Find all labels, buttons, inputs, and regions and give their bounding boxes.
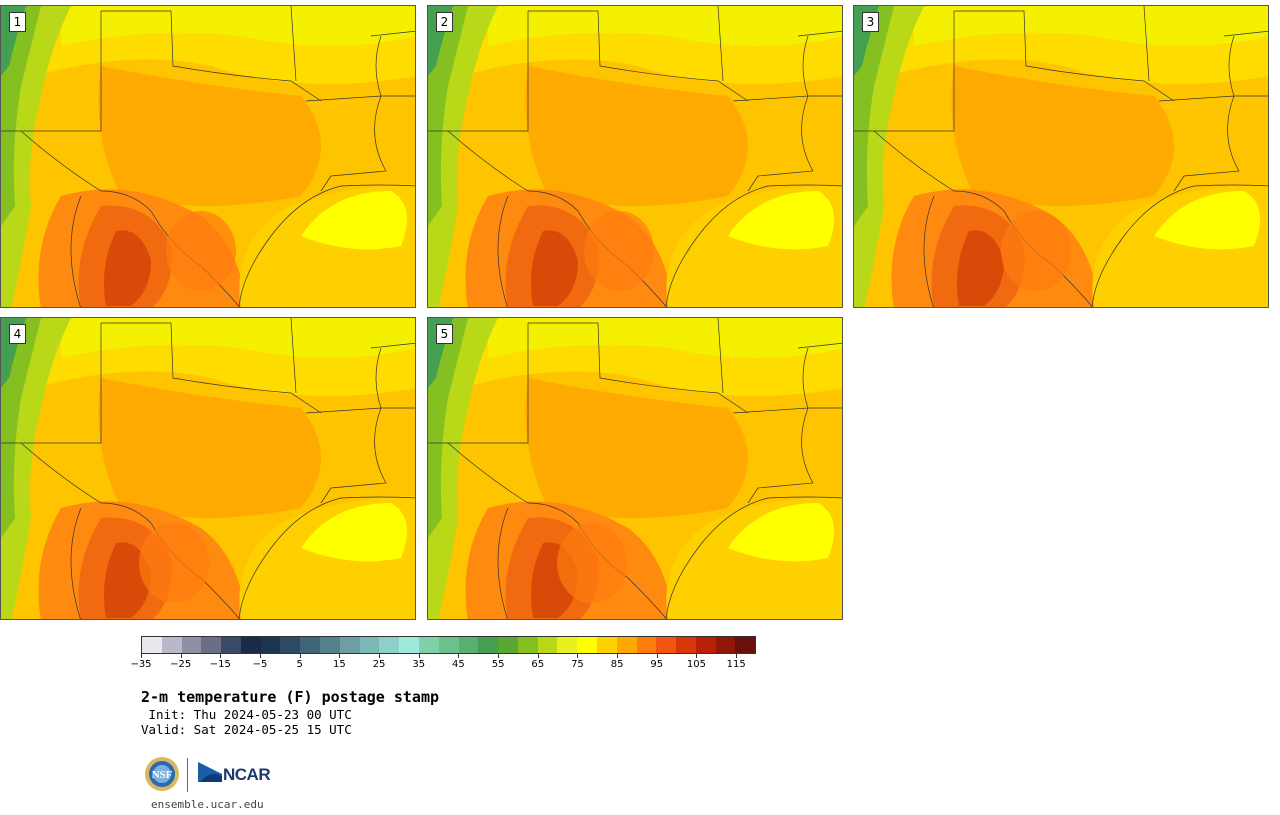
colorbar-tick-label: 85 xyxy=(610,659,624,670)
colorbar-tick-label: 35 xyxy=(412,659,426,670)
colorbar-tick xyxy=(220,654,222,658)
temperature-colorbar xyxy=(141,636,756,654)
colorbar-swatch xyxy=(240,637,261,653)
colorbar-tick xyxy=(736,654,738,658)
colorbar-swatch xyxy=(656,637,677,653)
colorbar-tick xyxy=(141,654,142,658)
chart-title: 2-m temperature (F) postage stamp xyxy=(141,688,440,706)
colorbar-swatch xyxy=(399,637,419,653)
colorbar-swatch xyxy=(161,637,182,653)
colorbar-swatch xyxy=(221,637,241,653)
logo-separator xyxy=(187,758,188,792)
colorbar-tick xyxy=(418,654,420,658)
colorbar-swatch xyxy=(320,637,340,653)
colorbar-swatch xyxy=(339,637,360,653)
colorbar-swatch xyxy=(537,637,558,653)
colorbar-tick-label: −5 xyxy=(252,659,268,670)
colorbar-swatch xyxy=(280,637,301,653)
member-number-label: 5 xyxy=(436,324,453,344)
colorbar-ticks: −35 −25 −15 −5 5 15 25 35 45 55 65 75 85 95 105 115 xyxy=(130,654,756,674)
colorbar-swatch xyxy=(379,637,400,653)
colorbar-swatch xyxy=(498,637,518,653)
colorbar-tick xyxy=(299,654,301,658)
colorbar-tick xyxy=(537,654,539,658)
colorbar-swatch xyxy=(735,637,756,653)
colorbar-tick-label: −15 xyxy=(209,659,231,670)
colorbar-tick xyxy=(260,654,262,658)
colorbar-swatch xyxy=(596,637,617,653)
colorbar-tick-label: 75 xyxy=(571,659,584,670)
ensemble-member-map-3: 3 xyxy=(853,5,1269,308)
ncar-logo-icon xyxy=(198,762,222,782)
ensemble-member-map-2: 2 xyxy=(427,5,843,308)
colorbar-swatch xyxy=(418,637,439,653)
member-number-label: 4 xyxy=(9,324,26,344)
colorbar-tick-label: −25 xyxy=(170,659,192,670)
colorbar-tick-label: 45 xyxy=(452,659,465,670)
colorbar-tick xyxy=(656,654,658,658)
ensemble-member-map-5: 5 xyxy=(427,317,843,620)
colorbar-swatch xyxy=(517,637,538,653)
svg-text:NSF: NSF xyxy=(152,769,173,781)
colorbar-tick-label: 115 xyxy=(726,659,746,670)
colorbar-tick-label: 95 xyxy=(650,659,664,670)
colorbar-tick xyxy=(180,654,182,658)
colorbar-tick-label: 15 xyxy=(333,659,346,670)
colorbar-swatch xyxy=(458,637,479,653)
colorbar-swatch xyxy=(478,637,499,653)
member-number-label: 2 xyxy=(436,12,453,32)
colorbar-swatch xyxy=(181,637,202,653)
colorbar-tick xyxy=(339,654,341,658)
colorbar-swatch xyxy=(577,637,597,653)
colorbar-tick-label: 25 xyxy=(372,659,386,670)
colorbar-swatch xyxy=(636,637,657,653)
ncar-logo-text: NCAR xyxy=(223,765,271,784)
colorbar-swatch xyxy=(201,637,222,653)
colorbar-tick xyxy=(379,654,381,658)
colorbar-swatch xyxy=(695,637,716,653)
colorbar-swatch xyxy=(300,637,321,653)
colorbar-tick xyxy=(577,654,579,658)
member-number-label: 1 xyxy=(9,12,26,32)
colorbar-swatch xyxy=(359,637,380,653)
valid-time: Valid: Sat 2024-05-25 15 UTC xyxy=(141,722,352,737)
init-time: Init: Thu 2024-05-23 00 UTC xyxy=(141,707,352,722)
colorbar-tick-label: −35 xyxy=(130,659,152,670)
colorbar-tick xyxy=(696,654,698,658)
colorbar-tick-label: 5 xyxy=(296,659,303,670)
colorbar-swatch xyxy=(616,637,637,653)
colorbar-swatch xyxy=(142,637,162,653)
colorbar-tick-label: 105 xyxy=(686,659,707,670)
member-number-label: 3 xyxy=(862,12,879,32)
ensemble-member-map-4: 4 xyxy=(0,317,416,620)
colorbar-swatch xyxy=(715,637,736,653)
colorbar-swatch xyxy=(676,637,696,653)
colorbar-swatch xyxy=(260,637,281,653)
ensemble-member-map-1: 1 xyxy=(0,5,416,308)
colorbar-swatch xyxy=(438,637,459,653)
colorbar-tick-label: 55 xyxy=(491,659,505,670)
colorbar-tick xyxy=(498,654,500,658)
colorbar-tick-label: 65 xyxy=(531,659,545,670)
colorbar-tick xyxy=(617,654,619,658)
nsf-logo-icon: NSF xyxy=(145,757,179,791)
site-url: ensemble.ucar.edu xyxy=(151,798,264,811)
colorbar-tick xyxy=(458,654,460,658)
colorbar-swatch xyxy=(557,637,578,653)
